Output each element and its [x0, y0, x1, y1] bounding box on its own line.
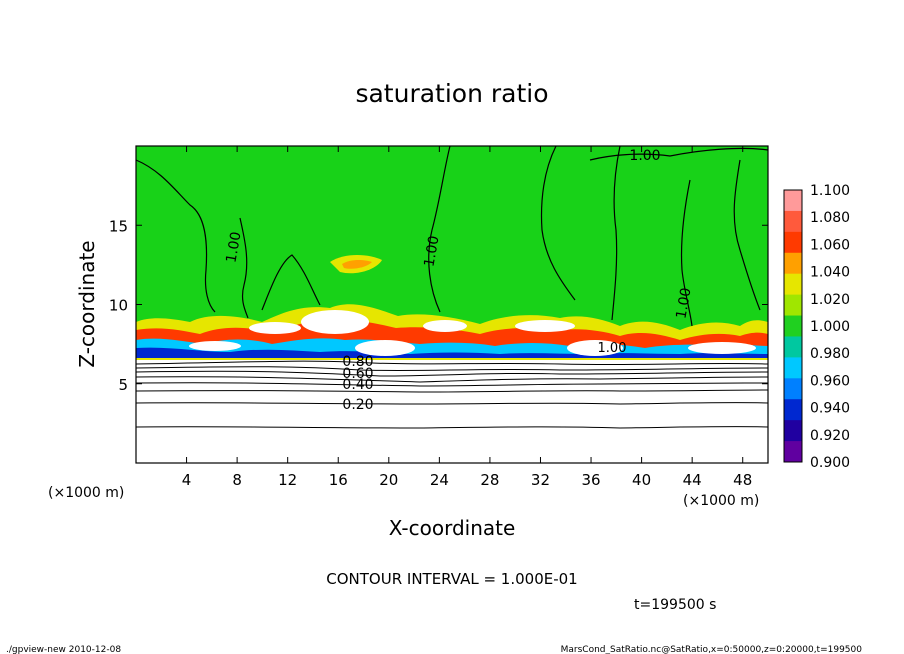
y-axis: 5 10 15: [109, 217, 768, 394]
colorbar-swatch: [784, 273, 802, 296]
x-tick-label: 40: [632, 471, 651, 489]
colorbar-frame: [783, 189, 803, 463]
y-tick-label: 10: [109, 297, 128, 315]
y-axis-title: Z-coordinate: [75, 240, 99, 367]
colorbar: 1.100 1.080 1.060 1.040 1.020 1.000 0.980 0.960…: [783, 183, 850, 471]
y-tick-label: 15: [109, 217, 128, 235]
contour-label: 0.20: [342, 397, 373, 413]
x-tick-label: 24: [430, 471, 449, 489]
colorbar-label: 0.900: [810, 455, 850, 471]
colorbar-swatch: [784, 441, 802, 463]
contour-label: 1.00: [598, 341, 627, 356]
subsaturated-region: [136, 356, 768, 463]
contour-label: 0.80: [342, 354, 373, 370]
plot-area: 1.00 1.00 1.00 1.00 1.00 0.80 0.60 0.40 …: [135, 145, 769, 464]
contour-label: 1.00: [421, 235, 442, 268]
chart-title: saturation ratio: [355, 79, 548, 108]
x-tick-label: 8: [232, 471, 242, 489]
contour-label: 0.40: [342, 377, 373, 393]
contours-lower: [135, 360, 769, 429]
x-tick-label: 4: [182, 471, 192, 489]
contours-upper: [135, 145, 769, 327]
colorbar-label: 0.940: [810, 401, 850, 417]
x-axis: 4 8 12 16 20 24 28 32 36 40 44 48: [182, 146, 752, 489]
x-tick-label: 20: [379, 471, 398, 489]
contour-interval-text: CONTOUR INTERVAL = 1.000E-01: [326, 570, 577, 588]
footer-right-text: MarsCond_SatRatio.nc@SatRatio,x=0:50000,…: [561, 645, 863, 654]
colorbar-swatch: [784, 420, 802, 442]
x-axis-title: X-coordinate: [389, 516, 516, 540]
colorbar-label: 0.980: [810, 346, 850, 362]
colorbar-label: 1.000: [810, 319, 850, 335]
x-tick-label: 36: [581, 471, 600, 489]
colorbar-swatch: [784, 294, 802, 317]
time-text: t=199500 s: [634, 597, 716, 613]
colorbar-swatch: [784, 378, 802, 400]
colorbar-label: 1.040: [810, 265, 850, 281]
colorbar-label: 1.100: [810, 183, 850, 199]
contour-label: 1.00: [223, 231, 244, 264]
colorbar-swatch: [784, 357, 802, 379]
x-tick-label: 48: [733, 471, 752, 489]
contour-label: 1.00: [673, 287, 694, 320]
colorbar-swatch: [784, 399, 802, 421]
x-tick-label: 44: [683, 471, 702, 489]
x-tick-label: 16: [329, 471, 348, 489]
colorbar-label: 0.920: [810, 428, 850, 444]
x-unit-label: (×1000 m): [683, 493, 759, 509]
x-tick-label: 32: [531, 471, 550, 489]
colorbar-swatch: [784, 210, 802, 233]
contour-label: 1.00: [629, 148, 660, 164]
cloud-layer: [136, 255, 768, 360]
colorbar-label: 1.060: [810, 237, 850, 253]
colorbar-swatch: [784, 190, 802, 212]
contour-labels: 1.00 1.00 1.00 1.00 1.00 0.80 0.60 0.40 …: [223, 148, 694, 413]
colorbar-swatch: [784, 231, 802, 254]
colorbar-label: 1.020: [810, 292, 850, 308]
y-unit-label: (×1000 m): [48, 485, 124, 501]
x-tick-label: 28: [480, 471, 499, 489]
colorbar-label: 1.080: [810, 210, 850, 226]
contour-label: 0.60: [342, 366, 373, 382]
colorbar-label: 0.960: [810, 373, 850, 389]
colorbar-swatch: [784, 315, 802, 337]
x-tick-label: 12: [278, 471, 297, 489]
colorbar-swatch: [784, 252, 802, 275]
footer-left-text: ./gpview-new 2010-12-08: [6, 645, 121, 654]
colorbar-swatch: [784, 336, 802, 358]
y-tick-label: 5: [118, 376, 128, 394]
